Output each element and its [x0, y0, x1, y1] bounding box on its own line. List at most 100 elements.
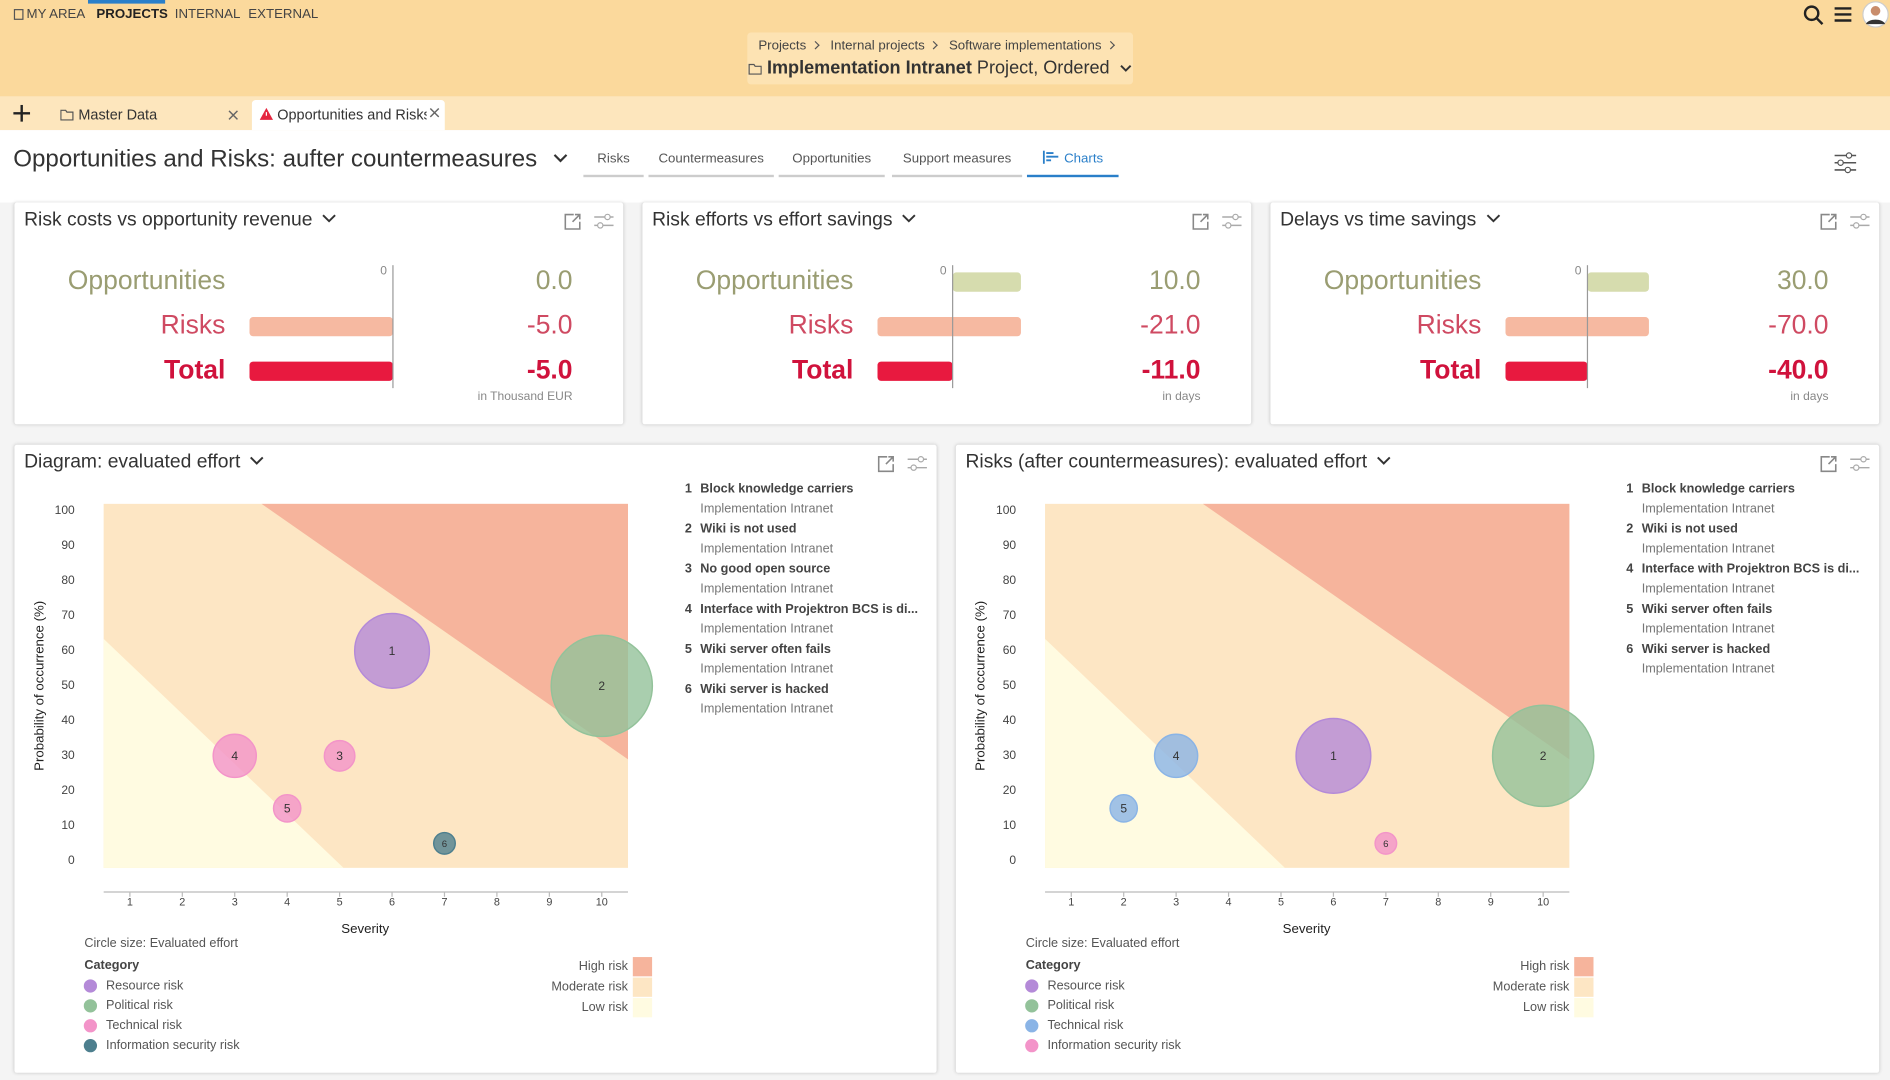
- export-icon[interactable]: [1192, 213, 1209, 230]
- panel-title[interactable]: Diagram: evaluated effort: [24, 452, 264, 474]
- nav-item[interactable]: EXTERNAL: [248, 7, 319, 22]
- view-tab[interactable]: Risks: [583, 151, 644, 178]
- legend-swatch: [83, 979, 98, 993]
- y-axis-label: Probability of occurrence (%): [973, 601, 988, 771]
- search-icon[interactable]: [1803, 5, 1825, 27]
- bubble[interactable]: [323, 739, 356, 772]
- risk-subtitle: Implementation Intranet: [700, 622, 833, 636]
- settings-icon[interactable]: [907, 455, 927, 471]
- risk-title[interactable]: No good open source: [700, 562, 830, 576]
- knob: [910, 464, 917, 471]
- legend-swatch: [1025, 979, 1039, 993]
- bubble-label: 5: [284, 802, 291, 816]
- bubble[interactable]: [1295, 717, 1372, 794]
- risk-subtitle: Implementation Intranet: [1642, 542, 1775, 556]
- view-tab[interactable]: Support measures: [891, 151, 1023, 178]
- legend-label: Technical risk: [1047, 1018, 1124, 1032]
- y-tick-label: 30: [1003, 748, 1017, 762]
- bubble[interactable]: [432, 831, 456, 855]
- settings-icon[interactable]: [594, 213, 614, 229]
- page-title-text: Opportunities and Risks: aufter counterm…: [13, 145, 538, 173]
- export-icon[interactable]: [1820, 213, 1837, 230]
- x-tick-label: 5: [1278, 897, 1284, 909]
- risk-title[interactable]: Wiki is not used: [1642, 522, 1738, 536]
- zone-swatch: [632, 977, 653, 997]
- risk-title[interactable]: Wiki server is hacked: [1642, 642, 1770, 656]
- breadcrumb-item[interactable]: Projects: [758, 38, 807, 54]
- export-icon[interactable]: [1820, 456, 1837, 473]
- bubble[interactable]: [212, 733, 258, 779]
- risk-title[interactable]: Wiki is not used: [700, 522, 796, 536]
- nav-item[interactable]: MY AREA: [26, 7, 86, 22]
- risk-title[interactable]: Block knowledge carriers: [700, 482, 853, 496]
- x-tick-label: 7: [1383, 897, 1389, 909]
- chevron-path: [1377, 456, 1391, 465]
- nav-item[interactable]: INTERNAL: [174, 7, 241, 22]
- bubble[interactable]: [1109, 793, 1139, 823]
- project-title[interactable]: Implementation Intranet Project, Ordered: [747, 58, 1133, 78]
- y-tick-label: 100: [55, 503, 75, 517]
- panel-title[interactable]: Delays vs time savings: [1280, 210, 1500, 232]
- risk-number: 4: [685, 602, 692, 616]
- risk-title[interactable]: Wiki server is hacked: [700, 682, 828, 696]
- panel-title-text: Risk efforts vs effort savings: [652, 209, 893, 231]
- close-icon[interactable]: [429, 107, 440, 118]
- filter-settings[interactable]: [1834, 152, 1857, 174]
- y-tick-label: 20: [61, 783, 75, 797]
- panel-title[interactable]: Risks (after countermeasures): evaluated…: [965, 452, 1391, 474]
- y-tick-label: 10: [61, 818, 75, 832]
- legend-label: Political risk: [1047, 998, 1114, 1012]
- settings-icon[interactable]: [1850, 213, 1870, 229]
- knob: [597, 222, 604, 229]
- risk-title[interactable]: Interface with Projektron BCS is di...: [700, 602, 918, 616]
- nav-item[interactable]: PROJECTS: [96, 7, 168, 22]
- risk-subtitle: Implementation Intranet: [1642, 662, 1775, 676]
- y-tick-label: 40: [61, 713, 75, 727]
- risk-title[interactable]: Block knowledge carriers: [1642, 482, 1795, 496]
- tab-active[interactable]: Opportunities and Risks: [251, 100, 445, 131]
- page-title[interactable]: Opportunities and Risks: aufter counterm…: [13, 146, 568, 174]
- risk-title[interactable]: Wiki server often fails: [1642, 602, 1773, 616]
- bubble[interactable]: [1374, 831, 1398, 855]
- x-tick-label: 9: [1488, 897, 1494, 909]
- breadcrumb-item[interactable]: Software implementations: [948, 38, 1102, 54]
- view-tab-active[interactable]: Charts: [1026, 150, 1119, 178]
- bubble[interactable]: [353, 612, 431, 689]
- breadcrumb-item[interactable]: Internal projects: [830, 38, 925, 54]
- y-tick-label: 70: [1003, 608, 1017, 622]
- panel-tools: [1192, 213, 1242, 230]
- export-icon[interactable]: [564, 213, 581, 230]
- bubble[interactable]: [1153, 733, 1199, 779]
- y-axis-label: Probability of occurrence (%): [31, 601, 46, 771]
- risk-title[interactable]: Interface with Projektron BCS is di...: [1642, 562, 1860, 576]
- bubble[interactable]: [1491, 704, 1595, 808]
- row-label: Total: [792, 354, 853, 384]
- bubble-label: 3: [336, 749, 343, 763]
- settings-icon[interactable]: [1222, 213, 1242, 229]
- y-tick-label: 10: [1003, 818, 1017, 832]
- y-tick-label: 40: [1003, 713, 1017, 727]
- bubble-label: 1: [389, 644, 396, 658]
- risk-title[interactable]: Wiki server often fails: [700, 642, 831, 656]
- avatar[interactable]: [1862, 1, 1889, 28]
- tab[interactable]: Master Data: [48, 100, 247, 130]
- view-tab[interactable]: Countermeasures: [648, 151, 774, 178]
- unit-label: in Thousand EUR: [478, 389, 573, 403]
- export-icon[interactable]: [877, 456, 894, 473]
- menu-icon[interactable]: [1834, 6, 1852, 23]
- chevron: [1486, 214, 1500, 223]
- panel-title[interactable]: Risk costs vs opportunity revenue: [24, 210, 337, 232]
- x-tick-label: 4: [1226, 897, 1232, 909]
- view-tab[interactable]: Opportunities: [778, 151, 885, 178]
- chart-icon: [1042, 150, 1059, 164]
- row-value: -5.0: [527, 354, 573, 384]
- legend-label: Technical risk: [106, 1018, 183, 1032]
- bubble[interactable]: [550, 634, 654, 738]
- panel-title[interactable]: Risk efforts vs effort savings: [652, 210, 917, 232]
- add-tab[interactable]: [13, 104, 31, 122]
- settings-icon[interactable]: [1850, 455, 1870, 471]
- row-value: -21.0: [1140, 310, 1200, 340]
- close-icon[interactable]: [228, 110, 239, 121]
- bubble[interactable]: [272, 793, 302, 823]
